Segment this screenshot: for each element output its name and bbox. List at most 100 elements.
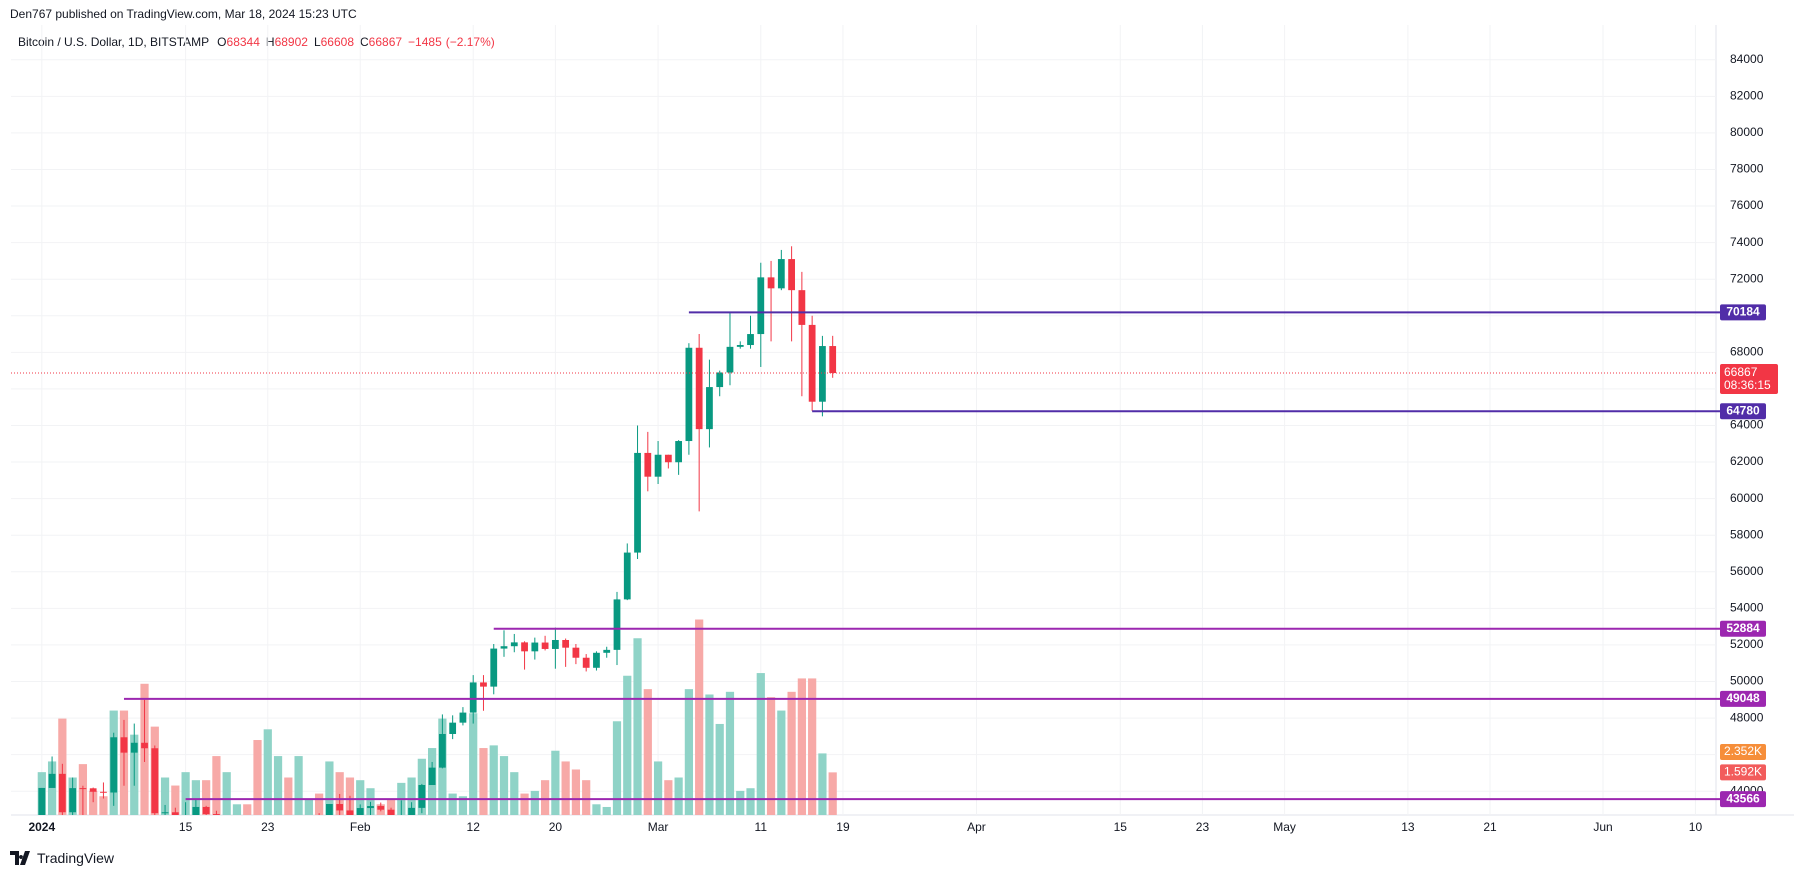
candle-body (367, 806, 374, 809)
volume-bar (47, 761, 57, 815)
candle-body (480, 682, 487, 687)
level-label: 64780 (1726, 403, 1760, 417)
volume-bar (530, 790, 539, 815)
volume-bar (695, 619, 704, 815)
volume-bar (653, 761, 663, 815)
candle-body (562, 639, 570, 648)
volume-bar (808, 678, 817, 815)
candle-body (346, 810, 354, 815)
candle-body (603, 649, 611, 653)
y-tick-label: 60000 (1730, 491, 1764, 505)
last-price-label: 66867 (1724, 365, 1758, 379)
candle-body (202, 806, 210, 815)
volume-bar (160, 777, 170, 815)
candle-body (418, 785, 426, 808)
volume-bar (243, 804, 252, 815)
legend: Bitcoin / U.S. Dollar, 1D, BITSTAMP O6834… (18, 35, 501, 49)
candle-body (706, 387, 713, 430)
x-tick-label: 2024 (28, 820, 55, 834)
volume-bar (325, 761, 334, 815)
volume-bar (222, 772, 231, 815)
candle-body (48, 773, 56, 788)
candle-body (89, 788, 97, 792)
candle-body (521, 642, 528, 652)
volume-bar (715, 723, 724, 815)
x-tick-label: 20 (549, 820, 563, 834)
volume-bar (499, 756, 509, 815)
volume-bar (191, 780, 200, 815)
volume-bar (407, 777, 416, 815)
y-tick-label: 78000 (1730, 162, 1764, 176)
candle-body (747, 334, 754, 346)
candle-body (736, 345, 744, 347)
x-tick-label: 13 (1401, 820, 1415, 834)
volume-bar (756, 673, 765, 815)
volume-bar (797, 678, 806, 815)
volume-label-box (1720, 744, 1766, 761)
candle-body (110, 737, 118, 793)
x-tick-label: Apr (967, 820, 986, 834)
y-tick-label: 50000 (1730, 674, 1764, 688)
brand: TradingView (37, 850, 115, 866)
level-label-box (1720, 791, 1766, 808)
candle-body (798, 290, 806, 325)
volume-bar (664, 780, 673, 815)
symbol: Bitcoin / U.S. Dollar, 1D, BITSTAMP (18, 35, 210, 49)
level-label-box (1720, 620, 1766, 637)
ohlc-value: 68902 (274, 35, 308, 49)
y-tick-label: 52000 (1730, 637, 1764, 651)
x-tick-label: 11 (755, 820, 768, 834)
volume-label-box (1720, 764, 1766, 781)
y-tick-label: 84000 (1730, 52, 1764, 66)
candle-body (726, 346, 734, 373)
level-label-box (1720, 403, 1766, 420)
candle-body (295, 831, 302, 840)
ohlc-key: L (313, 35, 321, 49)
candle-body (819, 346, 826, 402)
candle-body (213, 814, 220, 815)
ohlc-key: H (265, 35, 275, 49)
volume-bar (623, 675, 632, 815)
level-label-box (1720, 690, 1766, 707)
candle-body (408, 807, 415, 815)
x-tick-label: Mar (648, 820, 669, 834)
candle-body (500, 646, 508, 649)
candle-body (377, 806, 385, 810)
candle-body (459, 712, 467, 723)
volume-bar (386, 798, 396, 815)
x-tick-label: Jun (1593, 820, 1612, 834)
volume-bar (89, 790, 98, 815)
volume-bar (787, 691, 796, 815)
volume-bar (232, 804, 242, 815)
candle-body (58, 773, 66, 813)
candle-body (38, 787, 46, 815)
y-tick-label: 82000 (1730, 88, 1764, 102)
candle-body (644, 452, 652, 477)
y-tick-label: 64000 (1730, 418, 1764, 432)
candle-body (767, 277, 775, 289)
volume-bar (777, 710, 786, 815)
y-tick-label: 74000 (1730, 235, 1764, 249)
volume-bar (612, 721, 622, 815)
volume-bar (181, 772, 190, 815)
candle-body (510, 642, 518, 647)
volume-bar (674, 777, 683, 815)
candle-body (664, 454, 672, 463)
candle-body (623, 552, 631, 600)
volume-label: 2.352K (1724, 744, 1762, 758)
ohlc-value: 66608 (320, 35, 354, 49)
candle-body (551, 639, 559, 649)
volume-bar (253, 740, 262, 815)
plot-area (11, 25, 1716, 840)
volume-bar (725, 691, 735, 815)
volume-bar (592, 804, 601, 815)
volume-bar (448, 793, 457, 815)
candle-body (192, 806, 200, 815)
ohlc-value: 66867 (368, 35, 403, 49)
candle-body (490, 648, 498, 687)
level-label-box (1720, 304, 1766, 321)
logo (10, 851, 30, 865)
level-label: 43566 (1726, 791, 1760, 805)
candle-body (120, 737, 128, 753)
candle-body (69, 788, 77, 813)
